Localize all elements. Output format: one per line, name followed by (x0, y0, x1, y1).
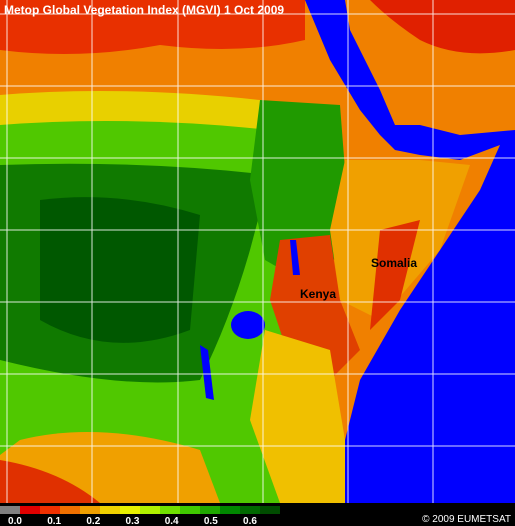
place-label: Kenya (300, 287, 336, 301)
colorbar-segment (140, 506, 160, 514)
colorbar-segment (0, 506, 20, 514)
place-label: Somalia (371, 256, 417, 270)
colorbar-segment (260, 506, 280, 514)
credit: © 2009 EUMETSAT (422, 514, 511, 525)
lake-tanganyika (200, 345, 214, 400)
colorbar-segment (240, 506, 260, 514)
colorbar-segment (180, 506, 200, 514)
colorbar-segment (160, 506, 180, 514)
colorbar-segment (200, 506, 220, 514)
colorbar-segment (120, 506, 140, 514)
arabia-desert (370, 0, 515, 54)
colorbar: 0.0 0.1 0.2 0.3 0.4 0.5 0.6 (0, 506, 280, 526)
colorbar-label: 0.5 (204, 516, 218, 526)
lake-turkana (290, 240, 300, 275)
colorbar-segment (40, 506, 60, 514)
title: Metop Global Vegetation Index (MGVI) 1 O… (4, 3, 284, 17)
colorbar-label: 0.3 (126, 516, 140, 526)
colorbar-label: 0.2 (86, 516, 100, 526)
colorbar-label: 0.4 (165, 516, 179, 526)
colorbar-label: 0.1 (47, 516, 61, 526)
lake-victoria (231, 311, 265, 339)
colorbar-segment (220, 506, 240, 514)
colorbar-label: 0.6 (243, 516, 257, 526)
colorbar-segment (80, 506, 100, 514)
colorbar-segment (20, 506, 40, 514)
colorbar-segment (60, 506, 80, 514)
colorbar-label: 0.0 (8, 516, 22, 526)
colorbar-segment (100, 506, 120, 514)
graticule (0, 0, 515, 503)
